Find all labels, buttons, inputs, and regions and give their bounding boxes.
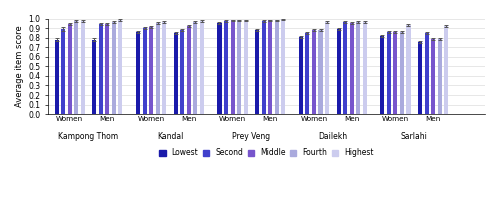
Bar [424, 33, 428, 114]
Bar [230, 20, 234, 114]
Bar [406, 25, 410, 114]
Bar [149, 27, 153, 114]
Bar [162, 22, 166, 114]
Bar [444, 26, 448, 114]
Bar [380, 36, 384, 114]
Bar [318, 30, 322, 114]
Bar [244, 20, 248, 114]
Bar [255, 30, 259, 114]
Bar [306, 33, 310, 114]
Bar [274, 20, 279, 114]
Text: Sarlahi: Sarlahi [401, 132, 427, 141]
Bar [394, 32, 398, 114]
Bar [180, 30, 184, 114]
Bar [186, 26, 191, 114]
Bar [362, 22, 366, 114]
Bar [387, 32, 391, 114]
Bar [325, 22, 329, 114]
Text: Prey Veng: Prey Veng [232, 132, 270, 141]
Bar [142, 28, 146, 114]
Bar [299, 37, 303, 114]
Bar [312, 30, 316, 114]
Bar [356, 22, 360, 114]
Bar [438, 39, 442, 114]
Bar [400, 32, 404, 114]
Bar [200, 21, 204, 114]
Bar [194, 22, 198, 114]
Bar [218, 23, 222, 114]
Bar [268, 20, 272, 114]
Bar [80, 21, 85, 114]
Bar [343, 22, 347, 114]
Bar [156, 23, 160, 114]
Bar [118, 20, 122, 114]
Text: Kandal: Kandal [157, 132, 183, 141]
Bar [136, 32, 140, 114]
Bar [431, 39, 435, 114]
Bar [54, 40, 58, 114]
Bar [237, 20, 241, 114]
Text: Dailekh: Dailekh [318, 132, 348, 141]
Bar [281, 20, 285, 114]
Bar [174, 33, 178, 114]
Bar [336, 29, 340, 114]
Bar [418, 42, 422, 114]
Legend: Lowest, Second, Middle, Fourth, Highest: Lowest, Second, Middle, Fourth, Highest [158, 147, 375, 159]
Bar [262, 21, 266, 114]
Bar [61, 29, 65, 114]
Bar [224, 21, 228, 114]
Y-axis label: Average item score: Average item score [15, 25, 24, 107]
Bar [92, 40, 96, 114]
Text: Kampong Thom: Kampong Thom [58, 132, 118, 141]
Bar [74, 21, 78, 114]
Bar [106, 24, 110, 114]
Bar [68, 24, 71, 114]
Bar [112, 22, 116, 114]
Bar [99, 24, 103, 114]
Bar [350, 23, 354, 114]
